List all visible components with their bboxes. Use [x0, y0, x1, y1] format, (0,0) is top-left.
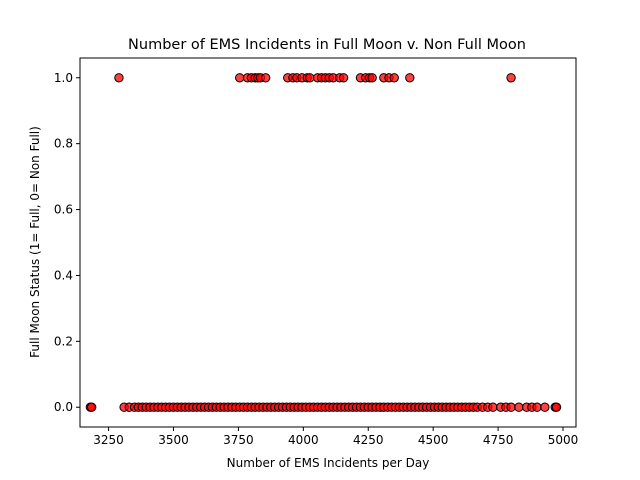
data-point-full-moon — [367, 73, 377, 83]
data-point-full-moon — [338, 73, 349, 83]
data-point-full-moon — [235, 73, 245, 83]
data-point-full-moon — [305, 73, 315, 83]
data-point-non-full-moon — [506, 402, 516, 412]
x-tick-label: 3750 — [223, 433, 254, 447]
y-tick-label: 0.8 — [54, 137, 73, 151]
x-axis-ticks: 3250 3500 3750 4000 4250 4500 4750 5000 — [93, 427, 578, 447]
data-point-full-moon — [506, 73, 516, 83]
x-tick-label: 4750 — [483, 433, 514, 447]
data-point-non-full-moon — [532, 402, 542, 412]
x-tick-label: 3250 — [93, 433, 124, 447]
y-axis-ticks: 0.0 0.2 0.4 0.6 0.8 1.0 — [54, 71, 80, 414]
chart-title: Number of EMS Incidents in Full Moon v. … — [128, 37, 526, 53]
x-tick-label: 5000 — [548, 433, 579, 447]
y-tick-label: 0.2 — [54, 334, 73, 348]
data-point-non-full-moon — [551, 402, 562, 412]
data-point-full-moon — [405, 73, 415, 83]
y-tick-label: 0.6 — [54, 203, 73, 217]
plot-area-frame — [79, 57, 577, 428]
x-tick-label: 4000 — [288, 433, 319, 447]
y-tick-label: 0.0 — [54, 400, 73, 414]
y-tick-label: 1.0 — [54, 71, 73, 85]
x-tick-label: 3500 — [158, 433, 189, 447]
data-point-non-full-moon — [86, 402, 97, 412]
data-point-non-full-moon — [514, 402, 524, 412]
x-tick-label: 4500 — [418, 433, 449, 447]
x-axis-label: Number of EMS Incidents per Day — [227, 456, 430, 470]
data-point-non-full-moon — [488, 402, 498, 412]
data-point-full-moon — [114, 73, 124, 83]
data-point-full-moon — [389, 73, 399, 83]
y-axis-label: Full Moon Status (1= Full, 0= Non Full) — [28, 126, 42, 358]
data-points — [85, 73, 562, 412]
data-point-non-full-moon — [540, 402, 550, 412]
y-tick-label: 0.4 — [54, 268, 73, 282]
x-tick-label: 4250 — [353, 433, 384, 447]
data-point-full-moon — [260, 73, 271, 83]
